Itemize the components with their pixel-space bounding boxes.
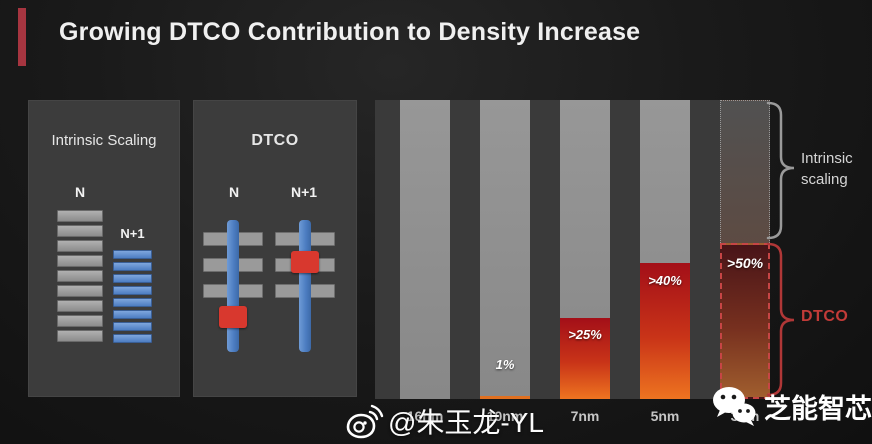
title-prefix: Growing	[59, 18, 169, 46]
gray-layer-bar	[57, 225, 103, 237]
bar-3nm-highlighted: >50%	[720, 100, 770, 399]
blue-layer-bar	[113, 334, 152, 343]
blue-layer-bar	[113, 310, 152, 319]
wechat-icon	[713, 387, 756, 426]
gray-layer-bar	[57, 255, 103, 267]
blue-layer-bar	[113, 274, 152, 283]
intrinsic-n1-bar-stack	[113, 250, 152, 346]
intrinsic-segment-dotted	[720, 100, 770, 243]
title-accent-bar	[18, 8, 26, 66]
density-bar-chart: 1% >25% >40% >50%	[375, 100, 770, 399]
intrinsic-n1-label: N+1	[120, 226, 145, 241]
bar-5nm: >40%	[640, 100, 690, 399]
wechat-name-text: 芝能智芯	[764, 393, 872, 424]
blue-layer-bar	[113, 250, 152, 259]
title-suffix: Contribution to Density Increase	[240, 18, 641, 46]
dtco-percent-label: >40%	[648, 273, 682, 288]
dtco-segment	[560, 318, 610, 399]
weibo-icon	[346, 404, 384, 439]
intrinsic-n-bar-stack	[57, 210, 103, 345]
dtco-panel-title: DTCO	[251, 132, 299, 149]
dtco-segment	[480, 396, 530, 399]
dtco-segment	[640, 263, 690, 399]
intrinsic-n-label: N	[74, 184, 86, 200]
intrinsic-panel-title: Intrinsic Scaling	[51, 132, 157, 149]
gray-layer-bar	[57, 240, 103, 252]
gray-layer-bar	[57, 300, 103, 312]
dtco-percent-label: >25%	[568, 327, 602, 342]
slider-track	[299, 220, 311, 352]
category-label-7nm: 7nm	[570, 408, 600, 424]
category-label-5nm: 5nm	[650, 408, 680, 424]
dtco-brace	[766, 242, 795, 397]
blue-layer-bar	[113, 322, 152, 331]
bracket-graphics	[766, 101, 795, 397]
dtco-segment-dashed	[720, 243, 770, 399]
category-label-16nm: 16nm	[406, 408, 444, 424]
slide-title: Growing DTCO Contribution to Density Inc…	[59, 18, 640, 47]
slider-handle	[219, 306, 247, 328]
dtco-annotation: DTCO	[801, 308, 849, 325]
gray-layer-bar	[57, 285, 103, 297]
slider-handle	[291, 251, 319, 273]
dtco-n1-label: N+1	[290, 184, 318, 200]
blue-layer-bar	[113, 298, 152, 307]
title-highlight: DTCO	[168, 18, 241, 46]
intrinsic-brace	[766, 101, 795, 240]
wechat-watermark: 芝能智芯	[710, 384, 872, 428]
gray-layer-bar	[57, 210, 103, 222]
gray-layer-bar	[57, 270, 103, 282]
dtco-percent-label: >50%	[726, 255, 764, 271]
bar-16nm	[400, 100, 450, 399]
dtco-n-label: N	[228, 184, 240, 200]
blue-layer-bar	[113, 262, 152, 271]
slider-track	[227, 220, 239, 352]
gray-layer-bar	[57, 315, 103, 327]
dtco-percent-label: 1%	[495, 357, 515, 372]
bar-10nm: 1%	[480, 100, 530, 399]
category-label-10nm: 10nm	[486, 408, 524, 424]
bar-7nm: >25%	[560, 100, 610, 399]
gray-layer-bar	[57, 330, 103, 342]
intrinsic-scaling-annotation: Intrinsic scaling	[801, 150, 853, 188]
dtco-panel: DTCO N N+1	[193, 100, 357, 397]
weibo-handle-text: @朱玉龙-YL	[388, 407, 544, 438]
weibo-watermark: @朱玉龙-YL	[344, 401, 544, 441]
intrinsic-scaling-panel: Intrinsic Scaling N N+1	[28, 100, 180, 397]
blue-layer-bar	[113, 286, 152, 295]
